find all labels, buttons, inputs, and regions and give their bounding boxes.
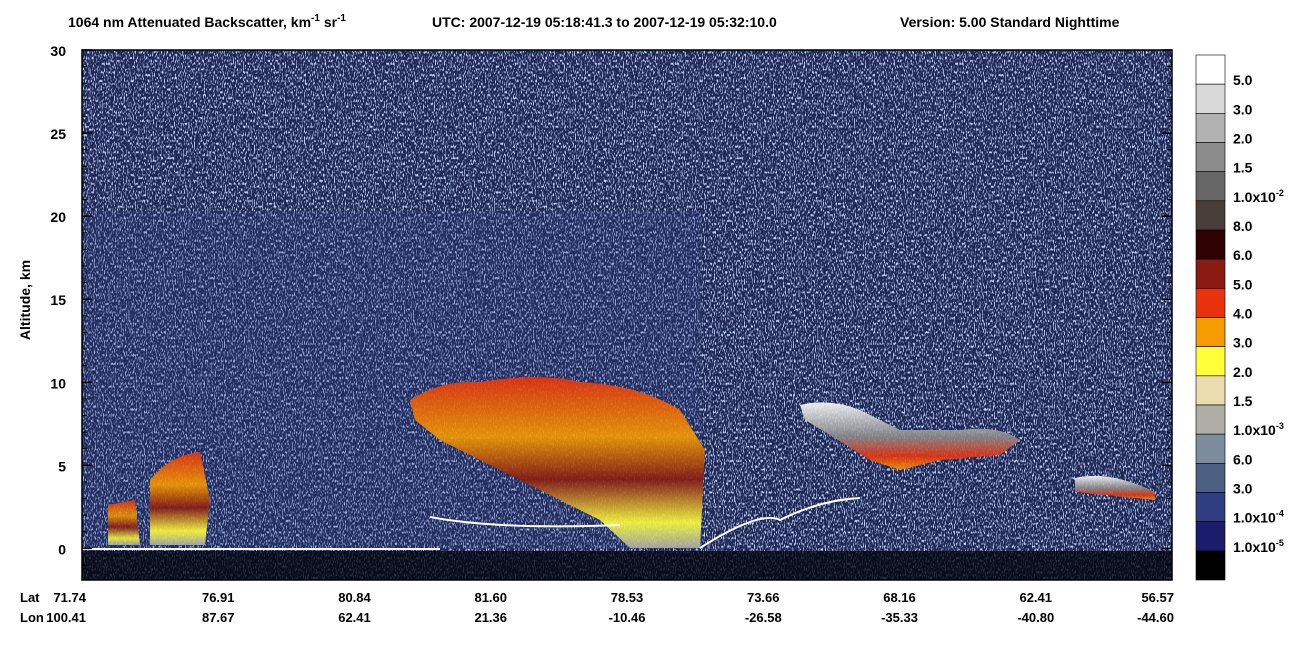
colorbar-label: 1.0x10-2 [1233, 188, 1284, 205]
colorbar-label-text: 1.0x10 [1233, 189, 1276, 205]
y-tick-label: 15 [50, 292, 66, 308]
colorbar-label-text: 1.0x10 [1233, 510, 1276, 526]
x-tick-label: 87.67 [202, 610, 235, 625]
colorbar-swatch [1195, 550, 1226, 581]
colorbar-swatch [1195, 375, 1226, 406]
colorbar-swatch [1195, 83, 1226, 114]
colorbar-label: 5.0 [1233, 72, 1253, 88]
y-tick-label: 20 [50, 209, 66, 225]
y-axis-label: Altitude, km [17, 260, 33, 340]
x-tick-label: 80.84 [338, 590, 371, 605]
colorbar-label: 1.0x10-4 [1233, 509, 1284, 526]
x-tick-label: -40.80 [1017, 610, 1054, 625]
colorbar-label: 5.0 [1233, 276, 1253, 292]
colorbar: 5.03.02.01.51.0x10-28.06.05.04.03.02.01.… [1195, 54, 1284, 581]
y-tick-label: 25 [50, 126, 66, 142]
colorbar-label-text: 6.0 [1233, 451, 1253, 467]
colorbar-label-text: 2.0 [1233, 131, 1253, 147]
x-tick-label: 56.57 [1141, 590, 1174, 605]
colorbar-label: 8.0 [1233, 218, 1253, 234]
colorbar-label-sup: -3 [1276, 421, 1284, 431]
x-tick-label: 62.41 [1019, 590, 1052, 605]
title-text: sr [320, 14, 338, 30]
colorbar-label-text: 3.0 [1233, 101, 1253, 117]
colorbar-swatch [1195, 200, 1226, 231]
y-tick-label: 10 [50, 375, 66, 391]
colorbar-swatch [1195, 142, 1226, 172]
colorbar-label-text: 5.0 [1233, 72, 1253, 88]
x-tick-label: 73.66 [747, 590, 780, 605]
colorbar-swatch [1195, 171, 1226, 202]
colorbar-label: 3.0 [1233, 101, 1253, 117]
colorbar-label: 1.5 [1233, 160, 1253, 176]
colorbar-label-text: 8.0 [1233, 218, 1253, 234]
x-tick-label: -44.60 [1137, 610, 1174, 625]
colorbar-swatch [1195, 113, 1226, 143]
colorbar-label: 3.0 [1233, 335, 1253, 351]
x-tick-label: 76.91 [202, 590, 235, 605]
colorbar-label-text: 3.0 [1233, 481, 1253, 497]
y-tick-label: 5 [58, 458, 66, 474]
colorbar-label-text: 5.0 [1233, 276, 1253, 292]
colorbar-label-text: 1.5 [1233, 393, 1253, 409]
colorbar-label-text: 4.0 [1233, 306, 1253, 322]
colorbar-label: 2.0 [1233, 364, 1253, 380]
colorbar-label: 2.0 [1233, 131, 1253, 147]
x-tick-label: 71.74 [53, 590, 86, 605]
x-tick-label: -10.46 [609, 610, 646, 625]
x-row-label: Lon [20, 610, 44, 625]
version: Version: 5.00 Standard Nighttime [900, 14, 1120, 30]
colorbar-label-text: 1.0x10 [1233, 422, 1276, 438]
utc-range: UTC: 2007-12-19 05:18:41.3 to 2007-12-19… [432, 14, 777, 30]
x-tick-label: -26.58 [745, 610, 782, 625]
colorbar-swatch [1195, 404, 1226, 435]
plot-image [82, 50, 1172, 580]
colorbar-swatch [1195, 463, 1226, 493]
title-text: 1064 nm Attenuated Backscatter, km [68, 14, 311, 30]
colorbar-label: 1.5 [1233, 393, 1253, 409]
colorbar-swatch [1195, 492, 1226, 522]
colorbar-label: 3.0 [1233, 481, 1253, 497]
colorbar-swatch [1195, 521, 1226, 552]
colorbar-label: 4.0 [1233, 306, 1253, 322]
colorbar-swatch [1195, 346, 1226, 377]
y-tick-label: 30 [50, 43, 66, 59]
title-sup: -1 [311, 13, 320, 24]
colorbar-label-text: 3.0 [1233, 335, 1253, 351]
y-tick-label: 0 [58, 541, 66, 557]
colorbar-swatch [1195, 54, 1226, 85]
x-tick-label: 68.16 [883, 590, 916, 605]
x-tick-label: 21.36 [474, 610, 507, 625]
colorbar-label-text: 1.5 [1233, 160, 1253, 176]
x-tick-label: 100.41 [46, 610, 86, 625]
colorbar-label-text: 6.0 [1233, 247, 1253, 263]
x-tick-label: 81.60 [474, 590, 507, 605]
colorbar-label-sup: -4 [1276, 509, 1284, 519]
x-row-label: Lat [20, 590, 40, 605]
colorbar-swatch [1195, 229, 1226, 260]
colorbar-label-text: 2.0 [1233, 364, 1253, 380]
colorbar-label: 6.0 [1233, 247, 1253, 263]
x-tick-label: 78.53 [611, 590, 644, 605]
title-sup: -1 [337, 13, 346, 24]
colorbar-swatch [1195, 258, 1226, 289]
colorbar-label-text: 1.0x10 [1233, 539, 1276, 555]
colorbar-label-sup: -2 [1276, 188, 1284, 198]
colorbar-swatch [1195, 288, 1226, 318]
x-tick-label: -35.33 [881, 610, 918, 625]
colorbar-swatch [1195, 317, 1226, 347]
colorbar-label: 1.0x10-5 [1233, 538, 1284, 555]
x-tick-label: 62.41 [338, 610, 371, 625]
colorbar-label: 6.0 [1233, 451, 1253, 467]
colorbar-label-sup: -5 [1276, 538, 1284, 548]
colorbar-swatch [1195, 433, 1226, 464]
chart-title: 1064 nm Attenuated Backscatter, km-1 sr-… [68, 13, 346, 30]
colorbar-label: 1.0x10-3 [1233, 421, 1284, 438]
